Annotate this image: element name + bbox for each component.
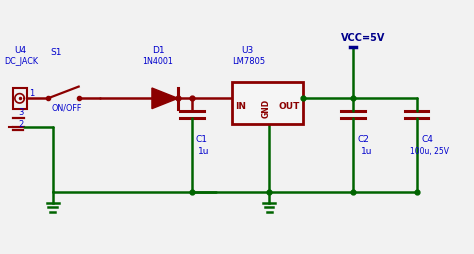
Polygon shape bbox=[152, 89, 178, 109]
Text: 1u: 1u bbox=[361, 146, 372, 155]
Text: 100u, 25V: 100u, 25V bbox=[410, 146, 448, 155]
Text: U3: U3 bbox=[242, 45, 254, 55]
Text: 1: 1 bbox=[29, 89, 34, 98]
Text: 3: 3 bbox=[18, 107, 24, 116]
Bar bbox=[12, 89, 27, 109]
Text: 1u: 1u bbox=[198, 146, 210, 155]
Text: OUT: OUT bbox=[279, 101, 300, 110]
Text: DC_JACK: DC_JACK bbox=[4, 57, 38, 66]
Text: 1N4001: 1N4001 bbox=[143, 57, 173, 66]
Text: ON/OFF: ON/OFF bbox=[52, 103, 82, 112]
Text: IN: IN bbox=[236, 101, 246, 110]
Text: VCC=5V: VCC=5V bbox=[341, 33, 385, 43]
Text: D1: D1 bbox=[152, 45, 164, 55]
Text: 2: 2 bbox=[18, 119, 24, 129]
Text: GND: GND bbox=[262, 98, 271, 117]
Text: U4: U4 bbox=[14, 45, 26, 55]
Text: LM7805: LM7805 bbox=[232, 57, 265, 66]
Text: C2: C2 bbox=[357, 134, 369, 143]
Bar bbox=[232, 83, 303, 125]
Text: S1: S1 bbox=[50, 48, 62, 57]
Text: C4: C4 bbox=[421, 134, 433, 143]
Text: C1: C1 bbox=[195, 134, 208, 143]
